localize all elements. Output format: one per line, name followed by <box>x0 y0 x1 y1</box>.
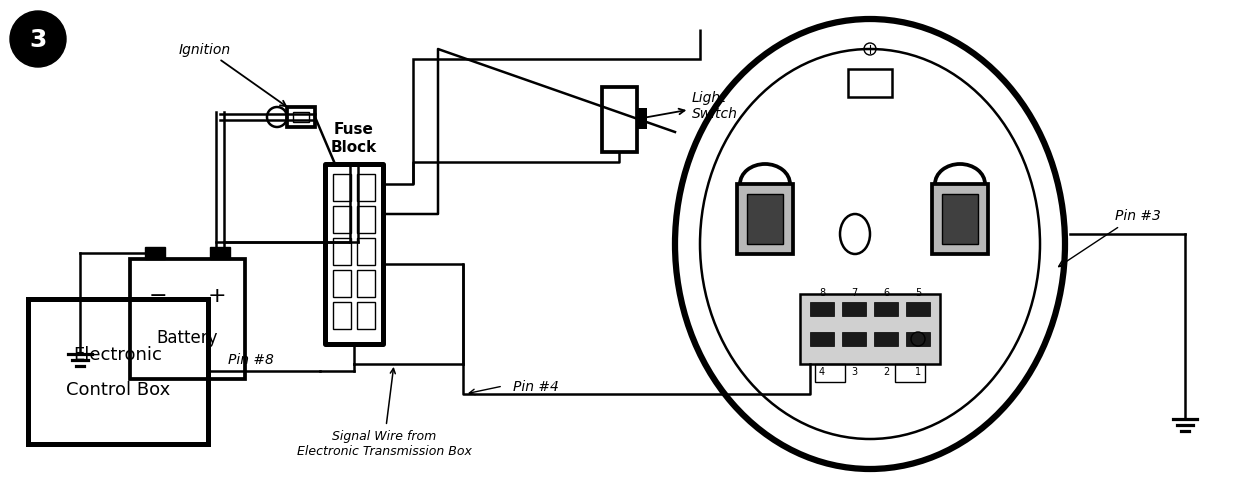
Bar <box>293 113 309 123</box>
Bar <box>814 364 845 382</box>
Bar <box>848 70 892 98</box>
Bar <box>875 332 898 346</box>
Text: Ignition: Ignition <box>179 43 286 107</box>
Bar <box>28 299 208 444</box>
Bar <box>875 303 898 316</box>
Text: 2: 2 <box>883 366 890 376</box>
Text: Battery: Battery <box>157 328 218 346</box>
Bar <box>601 88 637 153</box>
Text: 3: 3 <box>851 366 857 376</box>
Text: 1: 1 <box>915 366 921 376</box>
Text: Pin #4: Pin #4 <box>512 379 559 393</box>
Text: Pin #8: Pin #8 <box>228 352 274 366</box>
Bar <box>842 332 866 346</box>
Text: Block: Block <box>331 140 377 155</box>
Bar <box>809 332 834 346</box>
Bar <box>145 247 165 260</box>
Bar <box>130 260 246 379</box>
Bar <box>357 175 375 202</box>
Text: Fuse: Fuse <box>335 122 373 137</box>
Bar <box>906 332 930 346</box>
Bar <box>333 206 351 234</box>
Text: Signal Wire from
Electronic Transmission Box: Signal Wire from Electronic Transmission… <box>297 369 471 457</box>
Text: Back of Speedometer: Back of Speedometer <box>781 487 960 488</box>
Text: 3: 3 <box>29 28 46 52</box>
Bar <box>809 303 834 316</box>
Text: Control Box: Control Box <box>66 380 170 398</box>
Bar <box>737 184 793 254</box>
Bar <box>637 109 647 130</box>
Bar <box>211 247 231 260</box>
Text: Electronic: Electronic <box>74 346 163 364</box>
Circle shape <box>10 12 66 68</box>
Bar <box>357 270 375 297</box>
Text: Light
Switch: Light Switch <box>640 91 738 121</box>
Bar <box>842 303 866 316</box>
Bar <box>357 206 375 234</box>
Bar <box>932 184 989 254</box>
Bar <box>333 175 351 202</box>
Bar <box>357 239 375 265</box>
Bar <box>895 364 925 382</box>
Text: 4: 4 <box>819 366 824 376</box>
Bar <box>906 303 930 316</box>
Text: Pin #3: Pin #3 <box>1115 208 1160 223</box>
Text: 5: 5 <box>915 287 921 297</box>
Bar <box>747 195 783 244</box>
Bar <box>333 239 351 265</box>
Text: 8: 8 <box>819 287 824 297</box>
Bar <box>799 294 940 364</box>
Text: 7: 7 <box>851 287 857 297</box>
Bar <box>287 108 315 128</box>
Bar <box>357 303 375 329</box>
Bar <box>942 195 979 244</box>
Text: +: + <box>208 285 227 305</box>
Bar <box>333 303 351 329</box>
Text: −: − <box>149 285 168 305</box>
Text: 6: 6 <box>883 287 890 297</box>
Bar <box>333 270 351 297</box>
Bar <box>325 164 383 345</box>
